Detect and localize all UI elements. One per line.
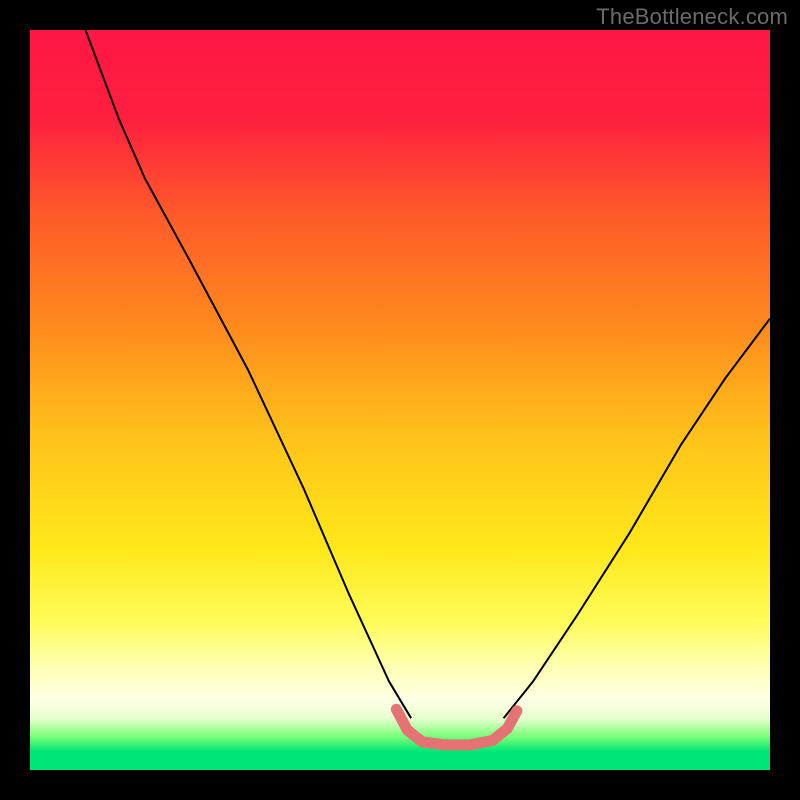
- gradient-background: [30, 30, 770, 770]
- watermark-text: TheBottleneck.com: [596, 4, 788, 30]
- chart-frame: TheBottleneck.com: [0, 0, 800, 800]
- plot-area: [30, 30, 770, 770]
- plot-svg: [30, 30, 770, 770]
